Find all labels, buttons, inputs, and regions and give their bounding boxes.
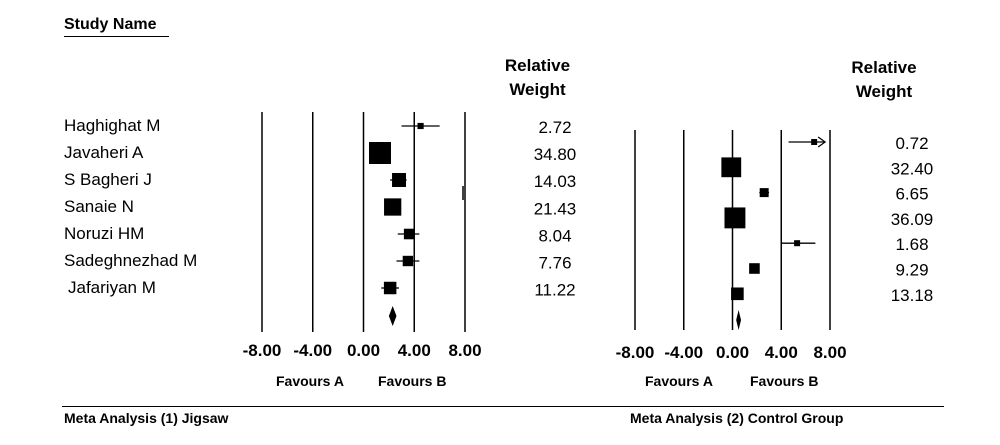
effect-square — [749, 263, 760, 274]
favours-b-label: Favours B — [750, 373, 818, 389]
relative-weight-header-right: Relative Weight — [850, 56, 918, 104]
x-tick-label: 0.00 — [716, 343, 749, 362]
summary-diamond — [736, 310, 742, 330]
effect-square — [721, 157, 742, 178]
relative-weight-value: 6.65 — [895, 185, 928, 204]
relative-weight-value: 9.29 — [895, 261, 928, 280]
x-tick-label: 4.00 — [765, 343, 798, 362]
x-tick-label: -4.00 — [293, 341, 332, 360]
caption-left: Meta Analysis (1) Jigsaw — [64, 410, 229, 426]
study-name: Sadeghnezhad M — [64, 251, 198, 270]
favours-a-label: Favours A — [645, 373, 713, 389]
ci-arrow — [817, 136, 827, 148]
relative-weight-header-line2: Weight — [509, 80, 566, 99]
effect-square — [383, 281, 397, 295]
effect-square — [724, 207, 746, 229]
effect-square — [794, 240, 801, 247]
relative-weight-value: 14.03 — [534, 172, 577, 191]
effect-square — [417, 122, 424, 130]
x-tick-label: 0.00 — [347, 341, 380, 360]
relative-weight-header-line1: Relative — [851, 58, 917, 77]
favours-b-label: Favours B — [378, 373, 446, 389]
x-tick-label: 8.00 — [813, 343, 846, 362]
study-name: Sanaie N — [64, 197, 134, 216]
effect-square — [368, 142, 391, 164]
favours-a-label: Favours A — [276, 373, 344, 389]
summary-diamond — [388, 306, 397, 326]
relative-weight-value: 32.40 — [891, 159, 934, 178]
relative-weight-header-left: Relative Weight — [490, 54, 585, 102]
effect-square — [392, 173, 407, 187]
study-name-header: Study Name — [64, 16, 169, 37]
x-tick-label: 8.00 — [448, 341, 481, 360]
effect-square — [384, 198, 402, 216]
relative-weight-value: 21.43 — [534, 199, 577, 218]
x-tick-label: -8.00 — [616, 343, 655, 362]
x-tick-label: 4.00 — [398, 341, 431, 360]
bottom-rule — [62, 406, 944, 407]
caption-right: Meta Analysis (2) Control Group — [630, 410, 844, 426]
relative-weight-value: 1.68 — [895, 235, 928, 254]
relative-weight-value: 2.72 — [538, 118, 571, 137]
study-name: S Bagheri J — [64, 170, 152, 189]
effect-square — [731, 287, 744, 301]
relative-weight-value: 11.22 — [534, 281, 575, 300]
effect-square — [811, 139, 818, 145]
relative-weight-value: 8.04 — [538, 226, 571, 245]
x-tick-label: -8.00 — [243, 341, 282, 360]
study-name: Jafariyan M — [68, 278, 156, 297]
relative-weight-header-line2: Weight — [855, 82, 913, 101]
relative-weight-header-line1: Relative — [504, 56, 571, 75]
relative-weight-value: 13.18 — [891, 286, 934, 305]
relative-weight-value: 36.09 — [891, 210, 934, 229]
effect-square — [402, 255, 414, 267]
relative-weight-value: 34.80 — [534, 145, 577, 164]
relative-weight-value: 7.76 — [538, 254, 571, 273]
effect-square — [759, 188, 769, 198]
x-tick-label: -4.00 — [664, 343, 703, 362]
study-name: Noruzi HM — [64, 224, 145, 243]
effect-square — [403, 228, 415, 240]
relative-weight-value: 0.72 — [895, 134, 928, 153]
study-name: Haghighat M — [64, 116, 161, 135]
study-name: Javaheri A — [64, 143, 144, 162]
